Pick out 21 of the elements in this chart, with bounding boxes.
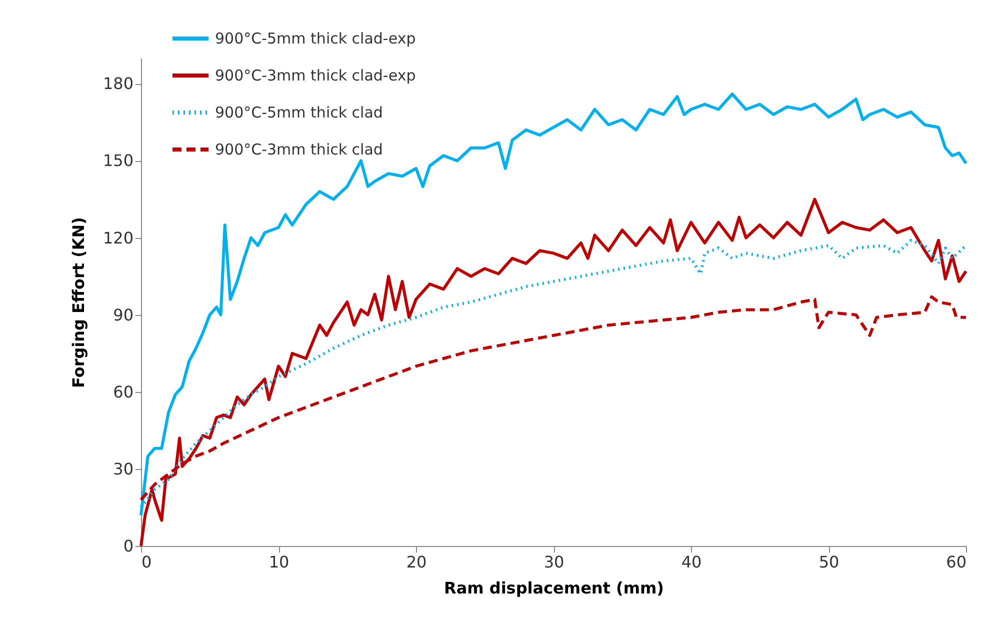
x-tick-label: 10	[268, 552, 290, 572]
y-tick-label: 150	[102, 151, 134, 170]
x-tick-label: 20	[406, 552, 427, 572]
x-tick-label: 50	[818, 552, 840, 572]
y-tick-label: 120	[102, 228, 134, 248]
y-tick-label: 30	[113, 459, 134, 478]
legend-label: 900°C-3mm thick clad	[215, 140, 383, 158]
x-tick-label: 0	[142, 552, 152, 572]
legend-label: 900°C-5mm thick clad-exp	[215, 30, 416, 48]
legend-label: 900°C-5mm thick clad	[215, 104, 383, 122]
legend-label: 900°C-3mm thick clad-exp	[215, 66, 416, 84]
x-tick-label: 40	[681, 552, 702, 572]
y-tick-label: 60	[113, 382, 134, 402]
y-tick-label: 0	[123, 536, 134, 556]
y-axis-title: Forging Effort (KN)	[68, 217, 88, 388]
x-tick-label: 60	[946, 552, 966, 572]
x-tick-label: 30	[544, 552, 564, 572]
y-tick-label: 90	[113, 305, 134, 324]
x-axis-title: Ram displacement (mm)	[444, 578, 664, 598]
line-series	[140, 92, 968, 517]
y-tick-label: 180	[102, 74, 134, 94]
